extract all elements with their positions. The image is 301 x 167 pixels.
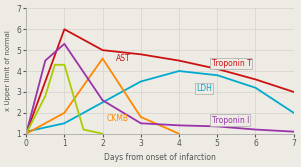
Text: AST: AST — [116, 54, 131, 63]
Text: Troponin T: Troponin T — [212, 59, 251, 68]
Text: Troponin I: Troponin I — [212, 116, 249, 125]
X-axis label: Days from onset of infarction: Days from onset of infarction — [104, 153, 216, 162]
Text: CKMB: CKMB — [107, 114, 129, 123]
Text: LDH: LDH — [196, 84, 212, 93]
Y-axis label: x Upper limit of normal: x Upper limit of normal — [5, 31, 11, 112]
